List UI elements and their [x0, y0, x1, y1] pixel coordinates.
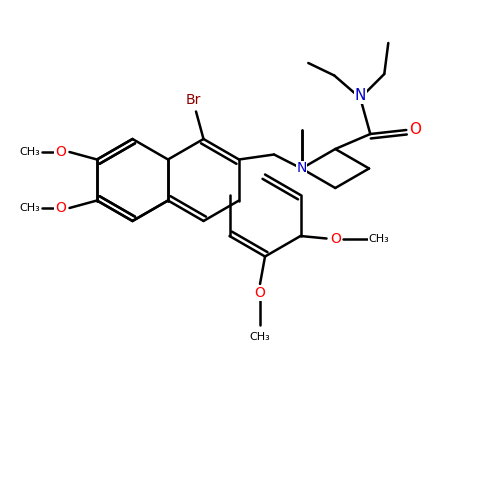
Text: O: O [410, 122, 422, 136]
Text: N: N [354, 88, 366, 103]
Text: Br: Br [186, 94, 201, 108]
Text: CH₃: CH₃ [19, 203, 40, 213]
Text: O: O [55, 145, 66, 159]
Text: CH₃: CH₃ [19, 147, 40, 157]
Text: O: O [55, 201, 66, 215]
Text: N: N [296, 162, 306, 175]
Text: O: O [330, 232, 341, 245]
Text: CH₃: CH₃ [368, 234, 390, 243]
Text: CH₃: CH₃ [250, 332, 270, 342]
Text: O: O [254, 286, 266, 300]
